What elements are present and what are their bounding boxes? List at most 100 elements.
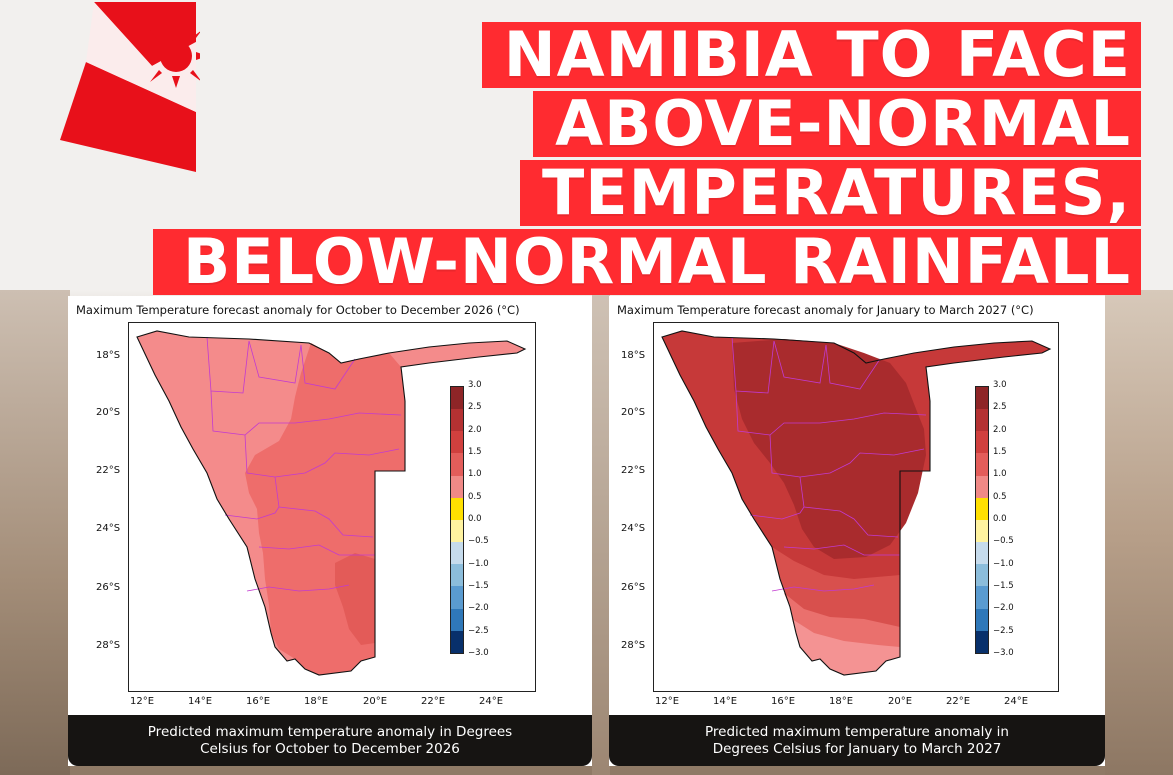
colorbar-tick-label: 3.0 bbox=[993, 380, 1007, 390]
region-south3-fill bbox=[792, 619, 900, 675]
caption-line-2: Degrees Celsius for January to March 202… bbox=[712, 741, 1002, 757]
x-tick: 22°E bbox=[946, 696, 971, 707]
x-tick: 12°E bbox=[130, 696, 155, 707]
y-tick: 18°S bbox=[96, 350, 121, 361]
colorbar-segment bbox=[451, 630, 463, 653]
colorbar-tick-label: −1.5 bbox=[993, 581, 1014, 591]
colorbar-tick-label: 2.5 bbox=[468, 402, 482, 413]
colorbar-segment bbox=[451, 475, 463, 498]
map-panel-oct-dec: Maximum Temperature forecast anomaly for… bbox=[68, 296, 592, 766]
caption-line-1: Predicted maximum temperature anomaly in… bbox=[147, 724, 513, 740]
y-tick: 18°S bbox=[621, 350, 646, 361]
colorbar-tick-label: 3.0 bbox=[468, 380, 482, 390]
colorbar-segment bbox=[976, 586, 988, 609]
map-panel-jan-mar: Maximum Temperature forecast anomaly for… bbox=[609, 296, 1105, 766]
colorbar bbox=[450, 386, 464, 654]
region-hot-fill bbox=[335, 553, 375, 645]
colorbar-tick-label: −1.0 bbox=[993, 558, 1014, 569]
colorbar-tick-label: −2.5 bbox=[468, 625, 489, 636]
colorbar-segment bbox=[451, 564, 463, 587]
colorbar-segment bbox=[451, 453, 463, 476]
background-photo-middle bbox=[592, 290, 610, 775]
colorbar-tick-label: 1.5 bbox=[993, 447, 1007, 457]
colorbar-tick-label: 2.0 bbox=[993, 424, 1007, 435]
colorbar-segment bbox=[976, 564, 988, 587]
map-caption: Predicted maximum temperature anomaly in… bbox=[609, 715, 1105, 766]
colorbar-tick-label: 2.5 bbox=[993, 402, 1007, 413]
colorbar-tick-label: −3.0 bbox=[993, 648, 1014, 658]
y-tick: 26°S bbox=[621, 582, 646, 593]
y-tick: 20°S bbox=[621, 407, 646, 418]
caption-line-2: Celsius for October to December 2026 bbox=[200, 741, 460, 757]
colorbar bbox=[975, 386, 989, 654]
y-tick: 22°S bbox=[96, 465, 121, 476]
background-photo-left bbox=[0, 290, 70, 775]
x-tick: 16°E bbox=[246, 696, 271, 707]
x-tick: 20°E bbox=[363, 696, 388, 707]
colorbar-tick-label: 0.5 bbox=[993, 491, 1007, 502]
colorbar-tick-label: 1.5 bbox=[468, 447, 482, 457]
map-title: Maximum Temperature forecast anomaly for… bbox=[76, 303, 520, 317]
x-tick: 20°E bbox=[888, 696, 913, 707]
colorbar-segment bbox=[451, 431, 463, 454]
map-caption: Predicted maximum temperature anomaly in… bbox=[68, 715, 592, 766]
headline-line-2: ABOVE-NORMAL bbox=[533, 91, 1141, 157]
headline-line-3: TEMPERATURES, bbox=[520, 160, 1141, 226]
colorbar-segment bbox=[451, 608, 463, 631]
headline-line-1: NAMIBIA TO FACE bbox=[481, 22, 1141, 88]
background-photo-right bbox=[1105, 290, 1173, 775]
x-tick: 14°E bbox=[713, 696, 738, 707]
colorbar-segment bbox=[976, 475, 988, 498]
colorbar-tick-label: −0.5 bbox=[468, 536, 489, 547]
colorbar-segment bbox=[451, 497, 463, 520]
colorbar-tick-label: 1.0 bbox=[468, 469, 482, 480]
colorbar-tick-label: −2.0 bbox=[468, 603, 489, 614]
x-tick: 14°E bbox=[188, 696, 213, 707]
map-title: Maximum Temperature forecast anomaly for… bbox=[617, 303, 1034, 317]
y-tick: 20°S bbox=[96, 407, 121, 418]
region-borders bbox=[206, 336, 402, 592]
colorbar-segment bbox=[976, 497, 988, 520]
y-tick: 28°S bbox=[96, 640, 121, 651]
y-tick: 28°S bbox=[621, 640, 646, 651]
colorbar-segment bbox=[451, 519, 463, 543]
region-borders bbox=[731, 336, 927, 592]
colorbar-segment bbox=[976, 519, 988, 543]
namibia-map bbox=[661, 330, 1052, 676]
colorbar-tick-label: −3.0 bbox=[468, 648, 489, 658]
colorbar-segment bbox=[976, 542, 988, 565]
y-tick: 24°S bbox=[96, 523, 121, 534]
colorbar-tick-label: −2.0 bbox=[993, 603, 1014, 614]
colorbar-segment bbox=[451, 586, 463, 609]
map-plot bbox=[653, 322, 1059, 692]
x-tick: 24°E bbox=[479, 696, 504, 707]
region-core-fill bbox=[732, 339, 926, 559]
colorbar-segment bbox=[976, 409, 988, 432]
colorbar-segment bbox=[451, 542, 463, 565]
colorbar-tick-label: −2.5 bbox=[993, 625, 1014, 636]
caption-line-1: Predicted maximum temperature anomaly in bbox=[705, 724, 1009, 740]
namibia-map bbox=[136, 330, 527, 676]
colorbar-segment bbox=[976, 453, 988, 476]
x-tick: 18°E bbox=[304, 696, 329, 707]
x-tick: 16°E bbox=[771, 696, 796, 707]
headline-line-4: BELOW-NORMAL RAINFALL bbox=[153, 229, 1141, 295]
colorbar-tick-label: 0.0 bbox=[468, 514, 482, 524]
colorbar-segment bbox=[976, 630, 988, 653]
colorbar-tick-label: 0.0 bbox=[993, 514, 1007, 524]
colorbar-segment bbox=[976, 431, 988, 454]
y-tick: 26°S bbox=[96, 582, 121, 593]
colorbar-tick-label: 1.0 bbox=[993, 469, 1007, 480]
headline: NAMIBIA TO FACE ABOVE-NORMAL TEMPERATURE… bbox=[153, 22, 1141, 298]
colorbar-tick-label: 2.0 bbox=[468, 424, 482, 435]
map-plot bbox=[128, 322, 536, 692]
colorbar-segment bbox=[451, 387, 463, 410]
colorbar-segment bbox=[976, 608, 988, 631]
colorbar-tick-label: −1.0 bbox=[468, 558, 489, 569]
x-tick: 18°E bbox=[829, 696, 854, 707]
colorbar-tick-label: 0.5 bbox=[468, 491, 482, 502]
x-tick: 24°E bbox=[1004, 696, 1029, 707]
x-tick: 12°E bbox=[655, 696, 680, 707]
x-tick: 22°E bbox=[421, 696, 446, 707]
colorbar-segment bbox=[451, 409, 463, 432]
